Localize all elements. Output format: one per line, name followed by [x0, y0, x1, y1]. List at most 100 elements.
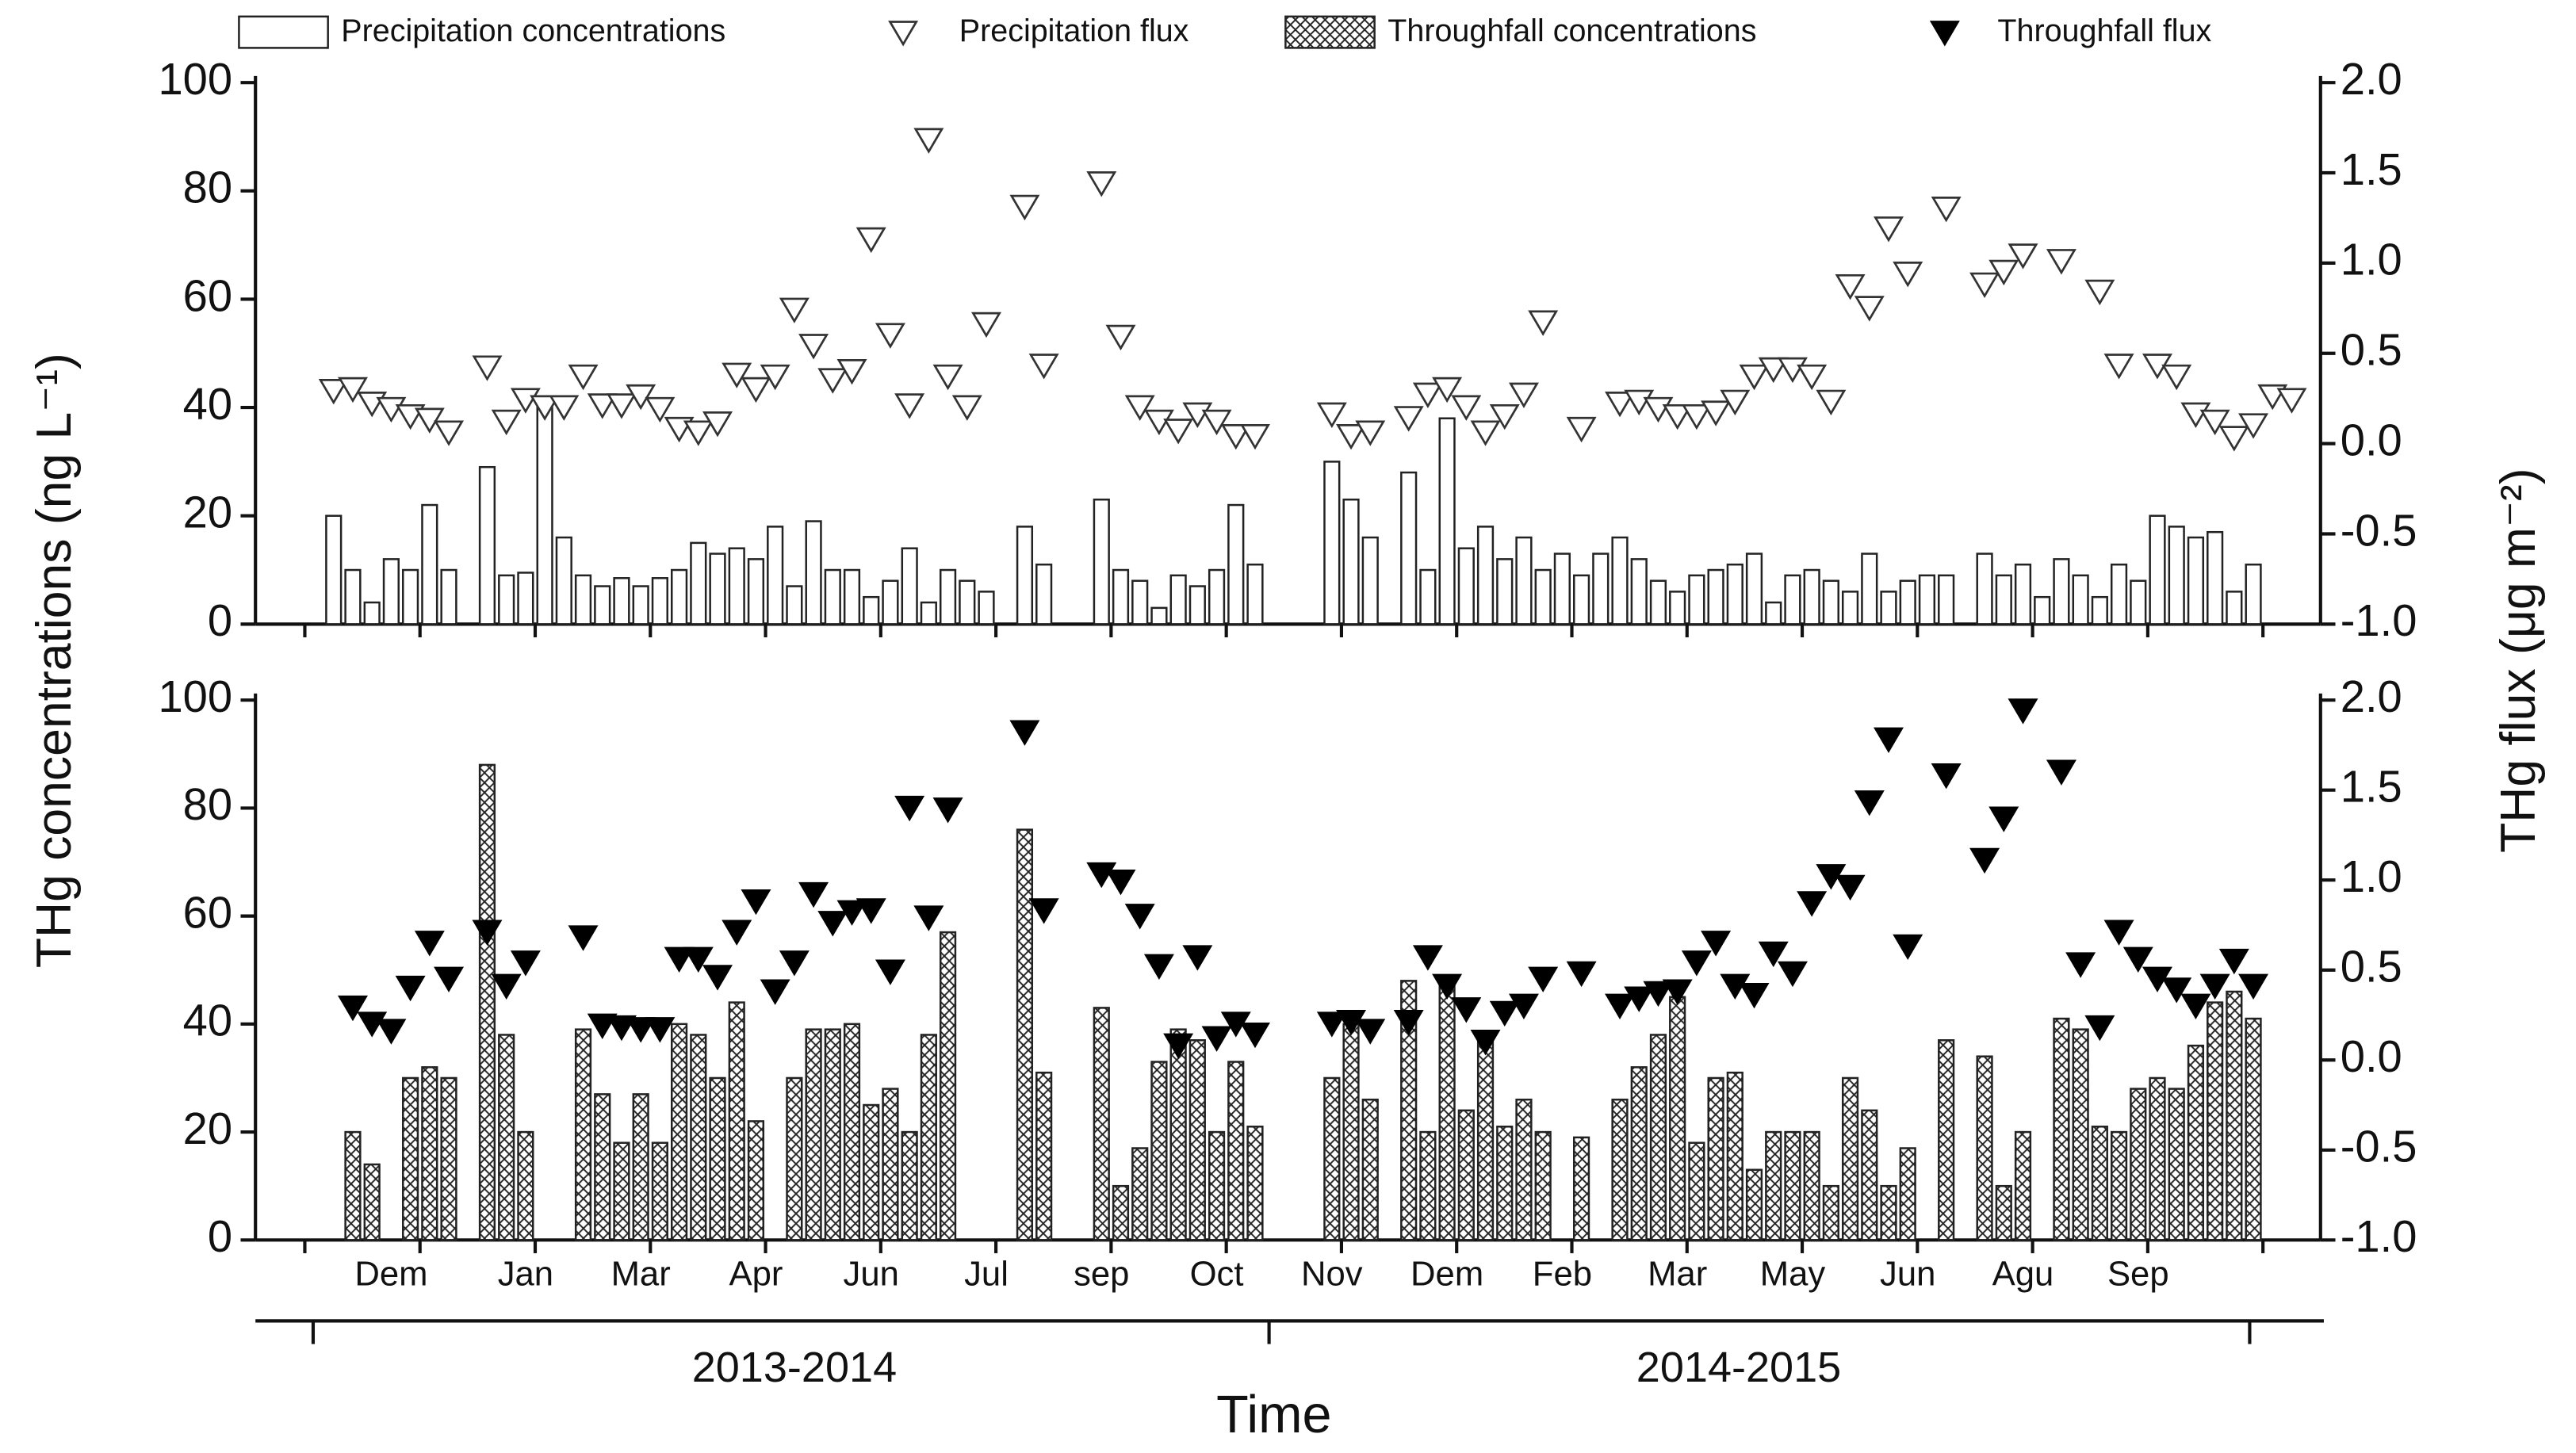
bar [1208, 568, 1226, 625]
legend-label: Throughfall flux [1997, 13, 2211, 48]
flux-marker [1528, 310, 1559, 336]
bar [747, 558, 765, 625]
bar [747, 1120, 765, 1241]
flux-marker [2122, 946, 2153, 973]
bar [2149, 514, 2166, 625]
flux-marker [645, 396, 676, 423]
flux-marker [1451, 997, 1482, 1023]
flux-marker [1893, 262, 1923, 288]
flux-marker [2161, 364, 2192, 391]
flux-marker [1816, 389, 1847, 416]
bar [1841, 591, 1859, 625]
x-tick-label: Jan [498, 1255, 553, 1294]
flux-marker [2065, 952, 2096, 978]
bar [920, 1034, 937, 1241]
flux-marker [1681, 950, 1712, 977]
flux-marker [855, 898, 886, 924]
bar [709, 553, 726, 625]
bar [2207, 1001, 2224, 1241]
flux-marker [1701, 931, 1732, 957]
flux-marker [760, 364, 790, 391]
x-tick-label: May [1760, 1255, 1826, 1294]
flux-marker [1566, 961, 1597, 988]
flux-marker [1854, 790, 1885, 816]
bar [1438, 985, 1456, 1241]
y-tick-label: 40 [183, 996, 232, 1046]
bar [1630, 558, 1648, 625]
bar [2130, 1088, 2147, 1241]
bar [1093, 1007, 1110, 1241]
bar [2053, 558, 2070, 625]
y-tick-label: 40 [183, 379, 232, 429]
bar [1169, 574, 1187, 625]
bar [344, 1130, 362, 1241]
bar [670, 1023, 688, 1241]
flux-marker [1508, 993, 1539, 1019]
bar [1131, 1147, 1149, 1241]
flux-marker [1105, 869, 1136, 896]
bar [670, 568, 688, 625]
y-tick-label: 0 [208, 595, 232, 645]
flux-marker [894, 393, 925, 419]
bar [1016, 526, 1034, 625]
bar [2072, 574, 2089, 625]
flux-marker [932, 364, 963, 391]
flux-marker [1412, 382, 1443, 408]
bar [1861, 1109, 1878, 1241]
bar [1745, 553, 1763, 625]
x-tick-label: Oct [1190, 1255, 1244, 1294]
y2-tick-label: -1.0 [2341, 595, 2417, 645]
flux-marker [1662, 403, 1693, 430]
flux-marker [1797, 364, 1828, 391]
flux-marker [1777, 357, 1808, 384]
flux-marker [1451, 395, 1482, 421]
flux-marker [568, 364, 599, 391]
bar [1400, 471, 1418, 625]
bar [1093, 498, 1110, 625]
flux-marker [702, 411, 733, 438]
flux-marker [1605, 993, 1636, 1019]
bar [767, 526, 784, 625]
flux-marker [1854, 296, 1885, 322]
bar [1784, 1130, 1801, 1241]
bar [498, 1034, 515, 1241]
legend-label: Throughfall concentrations [1388, 13, 1756, 48]
flux-marker [1874, 216, 1904, 243]
legend-marker [1929, 21, 1960, 47]
bar [690, 1034, 707, 1241]
bar [2110, 563, 2128, 625]
y-tick-label: 80 [183, 163, 232, 212]
bar [843, 1023, 861, 1241]
bar [843, 568, 861, 625]
x-tick-label: Jun [1880, 1255, 1935, 1294]
flux-marker [1182, 402, 1213, 429]
bar [1649, 579, 1667, 625]
x-tick-label: Sep [2107, 1255, 2169, 1294]
flux-marker [932, 797, 963, 824]
flux-marker [2084, 279, 2115, 306]
bar [939, 568, 957, 625]
flux-marker [1393, 1010, 1424, 1036]
flux-marker [606, 1015, 637, 1042]
bar [2072, 1028, 2089, 1241]
flux-marker [1681, 403, 1712, 430]
bar [901, 1130, 918, 1241]
bar [728, 547, 745, 625]
bar [2168, 1088, 2185, 1241]
flux-marker [318, 379, 349, 405]
bar [440, 1076, 457, 1241]
bar [1438, 417, 1456, 625]
bar [1534, 1130, 1552, 1241]
y-tick-label: 80 [183, 779, 232, 829]
y2-tick-label: 1.5 [2341, 144, 2402, 194]
bar [1938, 574, 1955, 625]
flux-marker [1643, 981, 1674, 1008]
bar [939, 931, 957, 1241]
flux-marker [951, 395, 982, 421]
bar [1496, 558, 1514, 625]
flux-marker [1489, 403, 1520, 430]
flux-marker [2161, 977, 2192, 1004]
flux-marker [1201, 1026, 1232, 1052]
flux-marker [664, 946, 695, 973]
